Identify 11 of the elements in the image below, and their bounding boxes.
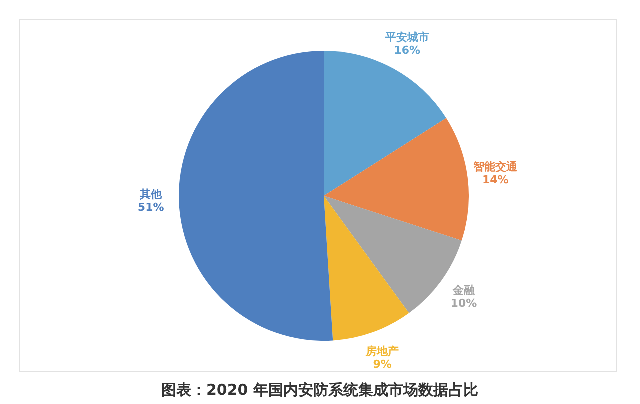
slice-label: 平安城市 xyxy=(384,30,430,44)
slice-label: 金融 xyxy=(452,284,476,298)
data-label: 14% xyxy=(482,174,509,187)
slice-label: 智能交通 xyxy=(472,160,519,174)
data-label: 10% xyxy=(450,297,478,310)
text: 图表：2020 年国内安防系统集成市场数据占比 xyxy=(160,380,480,400)
data-label: 9% xyxy=(373,358,392,372)
data-label: 51% xyxy=(138,200,164,214)
slice-label: 其他 xyxy=(139,188,164,201)
slice-label: 房地产 xyxy=(365,345,400,358)
data-label: 16% xyxy=(394,44,421,57)
